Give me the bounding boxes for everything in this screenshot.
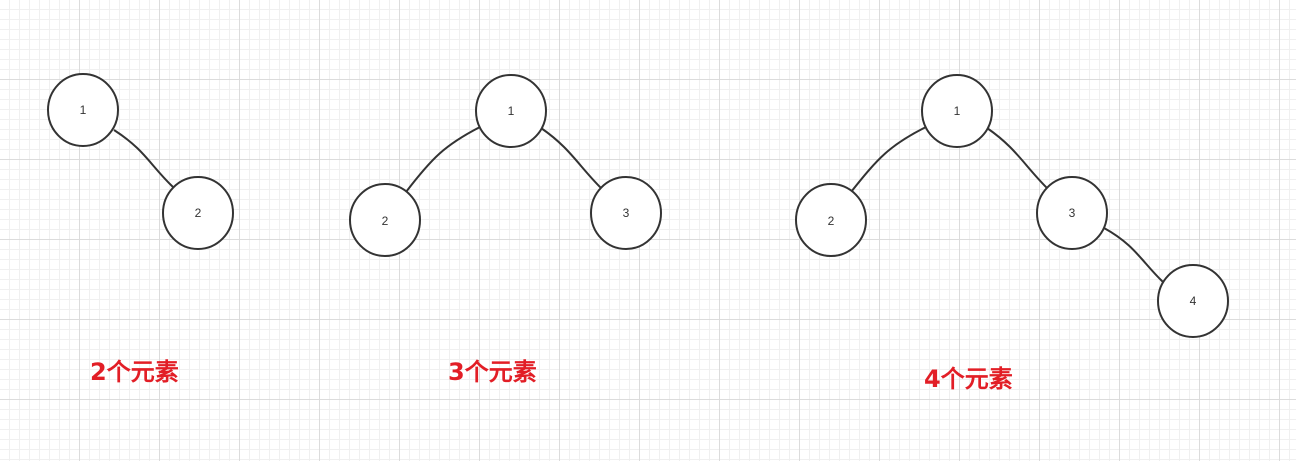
node-label: 3 bbox=[623, 206, 630, 220]
node-label: 3 bbox=[1069, 206, 1076, 220]
tree-node-1[interactable]: 1 bbox=[921, 74, 993, 148]
edge-1-2 bbox=[405, 126, 481, 193]
edge-1-2 bbox=[113, 129, 174, 188]
caption-3-elements: 3个元素 bbox=[448, 358, 537, 386]
node-label: 1 bbox=[80, 103, 87, 117]
tree-node-2[interactable]: 2 bbox=[795, 183, 867, 257]
edge-1-2 bbox=[850, 126, 927, 193]
caption-2-elements: 2个元素 bbox=[90, 358, 179, 386]
tree-node-2[interactable]: 2 bbox=[349, 183, 421, 257]
node-label: 1 bbox=[954, 104, 961, 118]
tree-node-2[interactable]: 2 bbox=[162, 176, 234, 250]
edge-3-4 bbox=[1103, 227, 1164, 283]
tree-node-1[interactable]: 1 bbox=[47, 73, 119, 147]
node-label: 4 bbox=[1190, 294, 1197, 308]
edge-1-3 bbox=[540, 127, 602, 189]
node-label: 1 bbox=[508, 104, 515, 118]
tree-node-4[interactable]: 4 bbox=[1157, 264, 1229, 338]
tree-node-1[interactable]: 1 bbox=[475, 74, 547, 148]
caption-4-elements: 4个元素 bbox=[924, 365, 1013, 393]
tree-2-elements: 1 2 2个元素 bbox=[47, 73, 234, 386]
node-label: 2 bbox=[382, 214, 389, 228]
tree-node-3[interactable]: 3 bbox=[1036, 176, 1108, 250]
tree-3-elements: 1 2 3 3个元素 bbox=[349, 74, 662, 386]
edge-1-3 bbox=[986, 127, 1048, 189]
tree-4-elements: 1 2 3 4 4个元素 bbox=[795, 74, 1229, 393]
node-label: 2 bbox=[828, 214, 835, 228]
node-label: 2 bbox=[195, 206, 202, 220]
tree-node-3[interactable]: 3 bbox=[590, 176, 662, 250]
